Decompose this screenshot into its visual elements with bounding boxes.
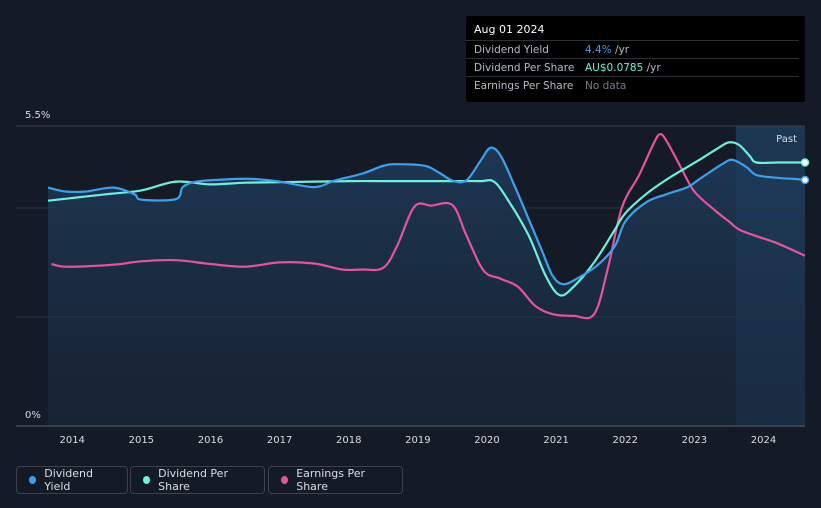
x-tick-label: 2021 (543, 435, 568, 446)
legend-item-earnings-per-share[interactable]: Earnings Per Share (268, 466, 403, 494)
tooltip-value: No data (585, 80, 627, 92)
legend-dot-icon (29, 476, 37, 484)
x-tick-label: 2019 (405, 435, 430, 446)
x-tick-label: 2017 (267, 435, 292, 446)
legend-label: Earnings Per Share (296, 467, 365, 493)
x-tick-label: 2014 (59, 435, 84, 446)
x-tick-label: 2024 (751, 435, 776, 446)
tooltip-date: Aug 01 2024 (474, 23, 545, 36)
tooltip-value: 4.4% /yr (585, 44, 630, 56)
x-tick-label: 2015 (129, 435, 154, 446)
legend-dot-icon (281, 476, 289, 484)
legend-label: Dividend Yield (44, 467, 94, 493)
tooltip-row-dividend-per-share: Dividend Per Share AU$0.0785 /yr (466, 58, 799, 77)
legend-label: Dividend Per Share (158, 467, 228, 493)
tooltip-row-earnings-per-share: Earnings Per Share No data (466, 76, 799, 95)
tooltip-label: Earnings Per Share (474, 80, 574, 92)
x-tick-label: 2018 (336, 435, 361, 446)
tooltip-label: Dividend Per Share (474, 62, 575, 74)
x-tick-label: 2022 (613, 435, 638, 446)
dividend-per-share-end-marker (800, 158, 810, 167)
tooltip-panel: Aug 01 2024 Dividend Yield 4.4% /yr Divi… (466, 16, 805, 102)
tooltip-label: Dividend Yield (474, 44, 549, 56)
y-axis-min-label: 0% (25, 410, 41, 421)
dividend-yield-area (48, 147, 805, 426)
y-axis-max-label: 5.5% (25, 110, 50, 121)
x-tick-label: 2016 (198, 435, 223, 446)
dividend-per-share-line (47, 141, 805, 297)
tooltip-value: AU$0.0785 /yr (585, 62, 661, 74)
x-tick-label: 2020 (474, 435, 499, 446)
dividend-yield-line (47, 146, 806, 286)
legend-item-dividend-per-share[interactable]: Dividend Per Share (130, 466, 265, 494)
past-label: Past (776, 134, 797, 145)
tooltip-row-dividend-yield: Dividend Yield 4.4% /yr (466, 40, 799, 59)
dividend-yield-end-marker (800, 175, 810, 185)
legend-dot-icon (143, 476, 151, 484)
legend-item-dividend-yield[interactable]: Dividend Yield (16, 466, 128, 494)
x-tick-label: 2023 (682, 435, 707, 446)
